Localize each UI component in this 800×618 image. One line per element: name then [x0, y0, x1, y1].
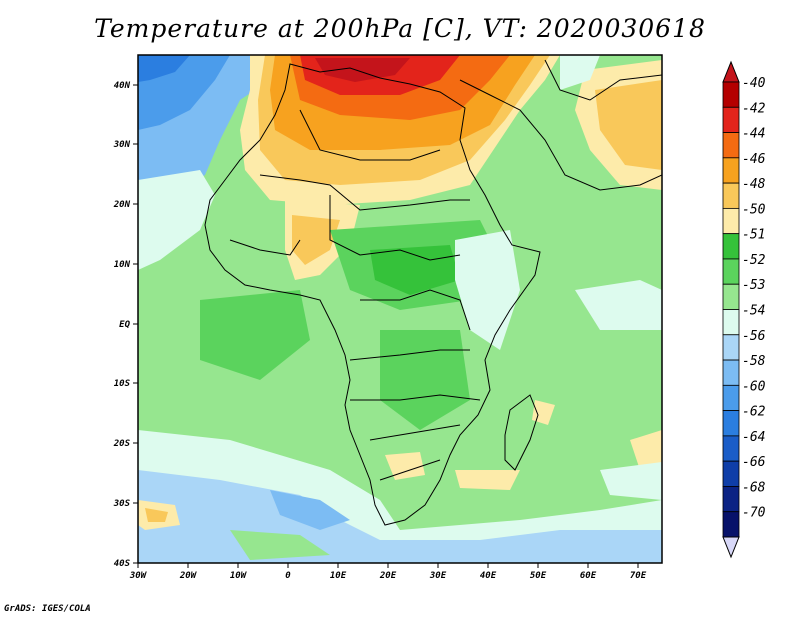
lon-label: 70E	[630, 571, 647, 581]
lat-label: 10N	[114, 260, 131, 270]
colorbar-swatch	[722, 435, 740, 462]
colorbar-swatch	[722, 460, 740, 487]
lon-label: 30E	[429, 571, 447, 581]
colorbar-swatch	[722, 384, 740, 412]
colorbar-label: -54	[742, 304, 765, 319]
lon-label: 10W	[230, 571, 248, 581]
colorbar-label: -68	[742, 480, 766, 495]
colorbar-swatch	[722, 182, 740, 209]
colorbar-swatch	[722, 309, 740, 336]
colorbar-swatch	[722, 511, 740, 538]
lat-label: 30S	[113, 499, 131, 509]
colorbar-label: -64	[742, 430, 765, 445]
temperature-field	[138, 55, 662, 563]
lat-label: 30N	[113, 140, 131, 150]
colorbar-label: -62	[742, 405, 766, 420]
coastline-outline	[204, 59, 662, 526]
longitude-labels: 30W 20W 10W 0 10E 20E 30E 40E 50E 60E 70…	[129, 571, 647, 581]
lat-label: 20S	[113, 439, 131, 449]
colorbar-bottom-arrow	[722, 536, 740, 559]
colorbar-label: -40	[742, 76, 766, 91]
colorbar-label: -52	[742, 253, 766, 268]
colorbar-label: -42	[742, 101, 766, 116]
colorbar-swatch	[722, 410, 740, 437]
lon-label: 30W	[129, 571, 148, 581]
colorbar-label: -66	[742, 455, 766, 470]
colorbar-label: -48	[742, 177, 766, 192]
lat-label: 40S	[114, 559, 131, 569]
lon-label: 50E	[530, 571, 547, 581]
colorbar-label: -46	[742, 152, 766, 167]
colorbar-swatch	[722, 132, 740, 159]
colorbar-swatch	[722, 207, 740, 235]
colorbar-swatch	[722, 106, 740, 133]
lon-label: 40E	[480, 571, 497, 581]
colorbar-swatch	[722, 486, 740, 513]
latitude-labels: 40N 30N 20N 10N EQ 10S 20S 30S 40S	[113, 81, 131, 569]
colorbar-label: -58	[742, 354, 766, 369]
credit-label: GrADS: IGES/COLA	[4, 604, 91, 614]
lat-label: 10S	[114, 379, 131, 389]
lon-label: 20E	[379, 571, 397, 581]
colorbar-label: -50	[742, 202, 766, 217]
colorbar-swatch	[722, 157, 740, 184]
colorbar-swatch	[722, 334, 740, 361]
colorbar-swatch	[722, 258, 740, 285]
axis-ticks	[133, 84, 639, 568]
map-title: Temperature at 200hPa [C], VT: 202003061…	[94, 14, 706, 43]
lon-label: 0	[285, 571, 291, 581]
colorbar-label: -44	[742, 127, 765, 142]
colorbar: -40 -42 -44 -46 -48 -50 -51 -52 -53 -54 -56 -58 -60 -…	[722, 60, 766, 559]
lon-label: 20W	[179, 571, 198, 581]
colorbar-label: -70	[742, 506, 766, 521]
lat-label: EQ	[119, 320, 130, 330]
colorbar-labels: -40 -42 -44 -46 -48 -50 -51 -52 -53 -54 -56 -58 -60 -…	[742, 76, 766, 521]
lon-label: 10E	[330, 571, 347, 581]
lat-label: 20N	[113, 200, 131, 210]
colorbar-label: -53	[742, 278, 765, 293]
colorbar-swatch	[722, 81, 740, 108]
colorbar-swatch	[722, 233, 740, 260]
colorbar-top-arrow	[722, 60, 740, 83]
colorbar-swatch	[722, 359, 740, 386]
colorbar-swatches	[722, 81, 740, 538]
colorbar-label: -60	[742, 379, 766, 394]
colorbar-label: -56	[742, 329, 766, 344]
lat-label: 40N	[114, 81, 131, 91]
colorbar-label: -51	[742, 228, 765, 243]
colorbar-swatch	[722, 283, 740, 310]
lon-label: 60E	[580, 571, 597, 581]
plot-frame	[137, 54, 663, 564]
